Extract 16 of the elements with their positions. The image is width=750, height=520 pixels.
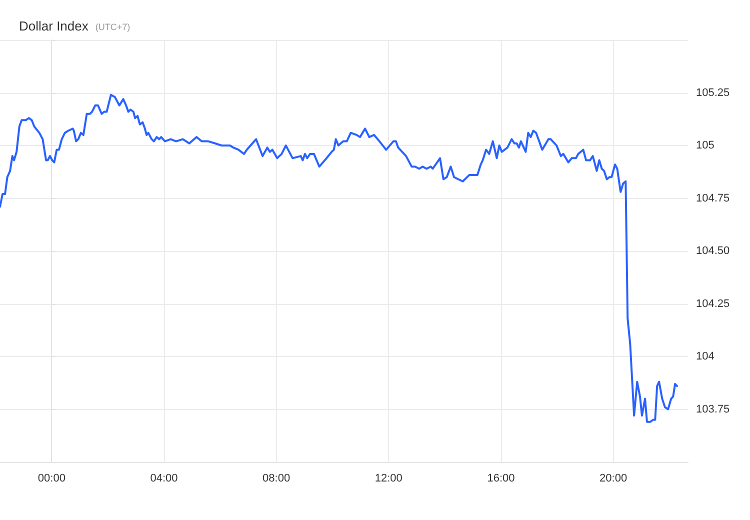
x-tick-label: 00:00 — [38, 472, 66, 484]
x-tick-label: 04:00 — [150, 472, 178, 484]
y-tick-label: 105 — [696, 140, 714, 152]
y-tick-label: 105.25 — [696, 86, 730, 99]
x-tick-label: 08:00 — [262, 472, 290, 484]
x-tick-label: 12:00 — [374, 472, 402, 484]
y-tick-label: 104.25 — [696, 298, 730, 310]
y-tick-label: 104 — [696, 350, 714, 362]
chart-title: Dollar Index — [19, 18, 89, 34]
y-tick-label: 103.75 — [696, 403, 730, 416]
x-tick-label: 20:00 — [600, 472, 628, 484]
line-series — [0, 94, 678, 423]
chart-subtitle: (UTC+7) — [95, 22, 130, 32]
y-tick-label: 104.75 — [696, 192, 730, 204]
y-tick-label: 104.50 — [696, 245, 730, 257]
x-tick-label: 16:00 — [487, 472, 515, 484]
